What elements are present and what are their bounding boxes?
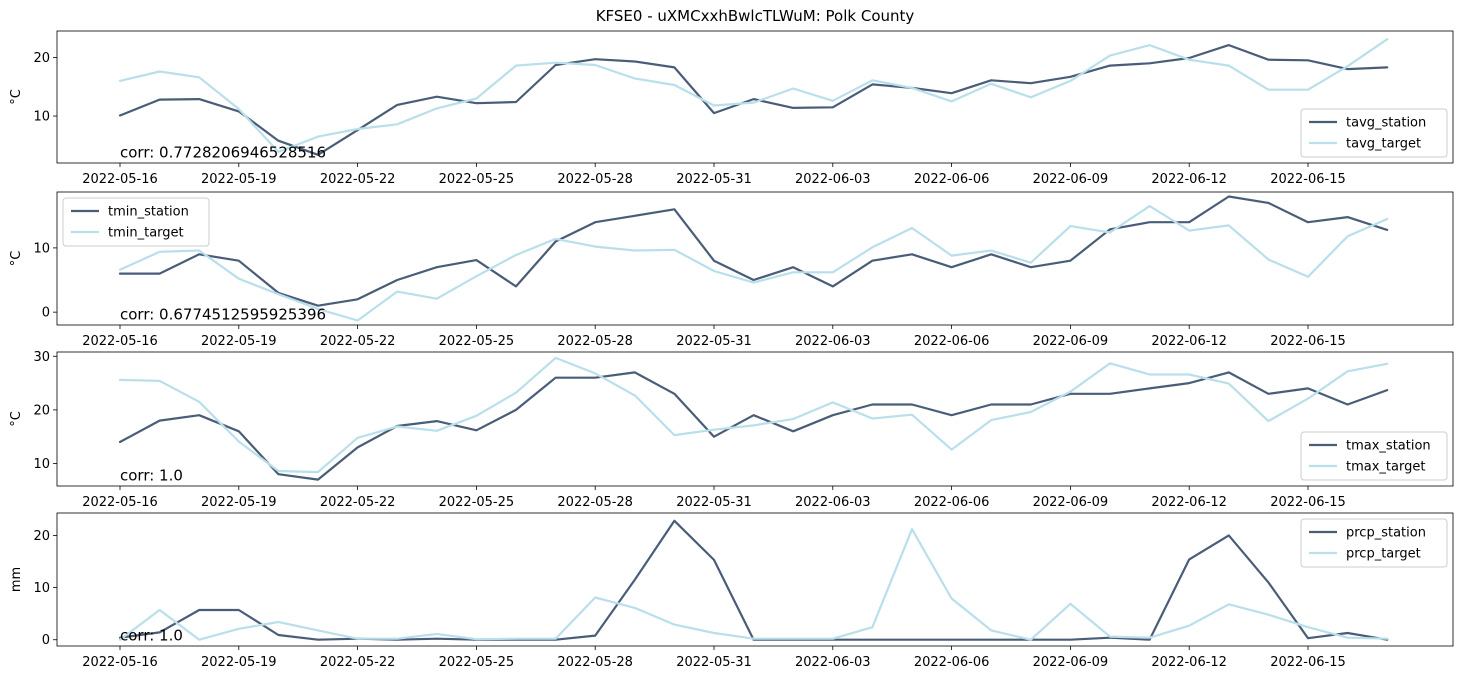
legend-label: tavg_target [1346,137,1421,152]
x-tick-label: 2022-06-03 [795,172,871,187]
y-axis-label: mm [9,567,24,592]
x-tick-label: 2022-05-25 [439,334,515,349]
x-tick-label: 2022-06-03 [795,495,871,510]
x-tick-label: 2022-06-15 [1270,172,1346,187]
y-tick-label: 0 [42,633,50,648]
y-tick-label: 30 [33,350,50,365]
series-line-tavg_station [118,43,1389,156]
series-line-tmin_station [118,195,1389,307]
corr-annotation: corr: 1.0 [120,467,183,485]
subplot-3: 10 20 30 2022-05-16 2022-05-19 2022-05-22 2022… [9,350,1454,510]
x-tick-label: 2022-05-25 [439,655,515,670]
y-axis-label: °C [9,251,24,267]
x-tick-label: 2022-05-28 [557,172,633,187]
x-tick-label: 2022-06-09 [1033,334,1109,349]
x-tick-label: 2022-05-31 [676,172,752,187]
y-axis-label: °C [9,411,24,427]
corr-annotation: corr: 0.7728206946528516 [120,144,326,162]
y-tick-label: 10 [33,581,50,596]
y-tick-label: 10 [33,241,50,256]
x-tick-label: 2022-05-28 [557,334,633,349]
series-line-tmax_station [118,371,1389,481]
legend-box [1300,108,1448,158]
corr-annotation: corr: 0.6774512595925396 [120,306,326,324]
y-tick-label: 10 [33,457,50,472]
y-tick-label: 20 [33,403,50,418]
series-line-tavg_target [118,38,1389,153]
x-tick-label: 2022-05-16 [82,495,158,510]
axes-frame [56,512,1454,647]
x-tick-label: 2022-05-28 [557,495,633,510]
x-tick-label: 2022-06-06 [914,334,990,349]
x-tick-label: 2022-05-19 [201,495,277,510]
x-tick-label: 2022-05-16 [82,655,158,670]
x-tick-label: 2022-05-22 [320,495,396,510]
x-tick-label: 2022-06-09 [1033,172,1109,187]
legend-label: prcp_target [1346,547,1421,562]
legend-label: tavg_station [1346,116,1426,131]
x-tick-label: 2022-06-12 [1151,172,1227,187]
legend-label: tmin_station [108,205,189,220]
x-tick-label: 2022-05-31 [676,655,752,670]
x-tick-label: 2022-05-19 [201,334,277,349]
x-tick-label: 2022-05-28 [557,655,633,670]
x-tick-label: 2022-06-15 [1270,334,1346,349]
legend-box [62,197,210,247]
x-tick-label: 2022-05-31 [676,495,752,510]
legend: tmax_station tmax_target [1300,431,1448,481]
y-axis-label: °C [9,89,24,105]
x-tick-label: 2022-05-16 [82,334,158,349]
y-tick-label: 20 [33,529,50,544]
legend-box [1300,431,1448,481]
x-tick-label: 2022-06-15 [1270,655,1346,670]
legend-label: tmax_station [1346,439,1431,454]
x-tick-label: 2022-06-06 [914,655,990,670]
x-tick-label: 2022-05-22 [320,655,396,670]
x-tick-label: 2022-06-09 [1033,655,1109,670]
x-tick-label: 2022-05-25 [439,495,515,510]
subplots: 10 20 2022-05-16 2022-05-19 2022-05-22 2022-0… [9,30,1454,670]
chart-title: KFSE0 - uXMCxxhBwlcTLWuM: Polk County [596,7,915,25]
x-tick-label: 2022-06-06 [914,172,990,187]
x-tick-label: 2022-06-12 [1151,334,1227,349]
x-tick-label: 2022-05-16 [82,172,158,187]
legend: tavg_station tavg_target [1300,108,1448,158]
x-tick-label: 2022-06-12 [1151,495,1227,510]
x-tick-label: 2022-05-19 [201,655,277,670]
legend: prcp_station prcp_target [1300,518,1448,568]
axes-frame [56,30,1454,164]
x-tick-label: 2022-05-22 [320,172,396,187]
x-tick-label: 2022-05-31 [676,334,752,349]
x-tick-label: 2022-06-03 [795,334,871,349]
y-tick-label: 0 [42,306,50,321]
x-tick-label: 2022-06-06 [914,495,990,510]
subplot-4: 0 10 20 2022-05-16 2022-05-19 2022-05-22 2022-… [9,512,1454,670]
legend-label: prcp_station [1346,526,1426,541]
x-tick-label: 2022-05-25 [439,172,515,187]
subplot-1: 10 20 2022-05-16 2022-05-19 2022-05-22 2022-0… [9,30,1454,187]
x-tick-label: 2022-06-12 [1151,655,1227,670]
x-tick-label: 2022-06-09 [1033,495,1109,510]
series-line-tmin_target [118,205,1389,322]
legend-label: tmax_target [1346,460,1425,475]
x-tick-label: 2022-05-22 [320,334,396,349]
y-tick-label: 20 [33,51,50,66]
x-tick-label: 2022-06-15 [1270,495,1346,510]
legend-box [1300,518,1448,568]
legend: tmin_station tmin_target [62,197,210,247]
axes-frame [56,351,1454,487]
subplot-2: 0 10 2022-05-16 2022-05-19 2022-05-22 2022-05… [9,191,1454,349]
series-line-tmax_target [118,356,1389,474]
corr-annotation: corr: 1.0 [120,627,183,645]
x-tick-label: 2022-05-19 [201,172,277,187]
x-tick-label: 2022-06-03 [795,655,871,670]
axes-frame [56,191,1454,326]
y-tick-label: 10 [33,110,50,125]
legend-label: tmin_target [108,226,184,241]
series-line-prcp_target [118,528,1389,641]
